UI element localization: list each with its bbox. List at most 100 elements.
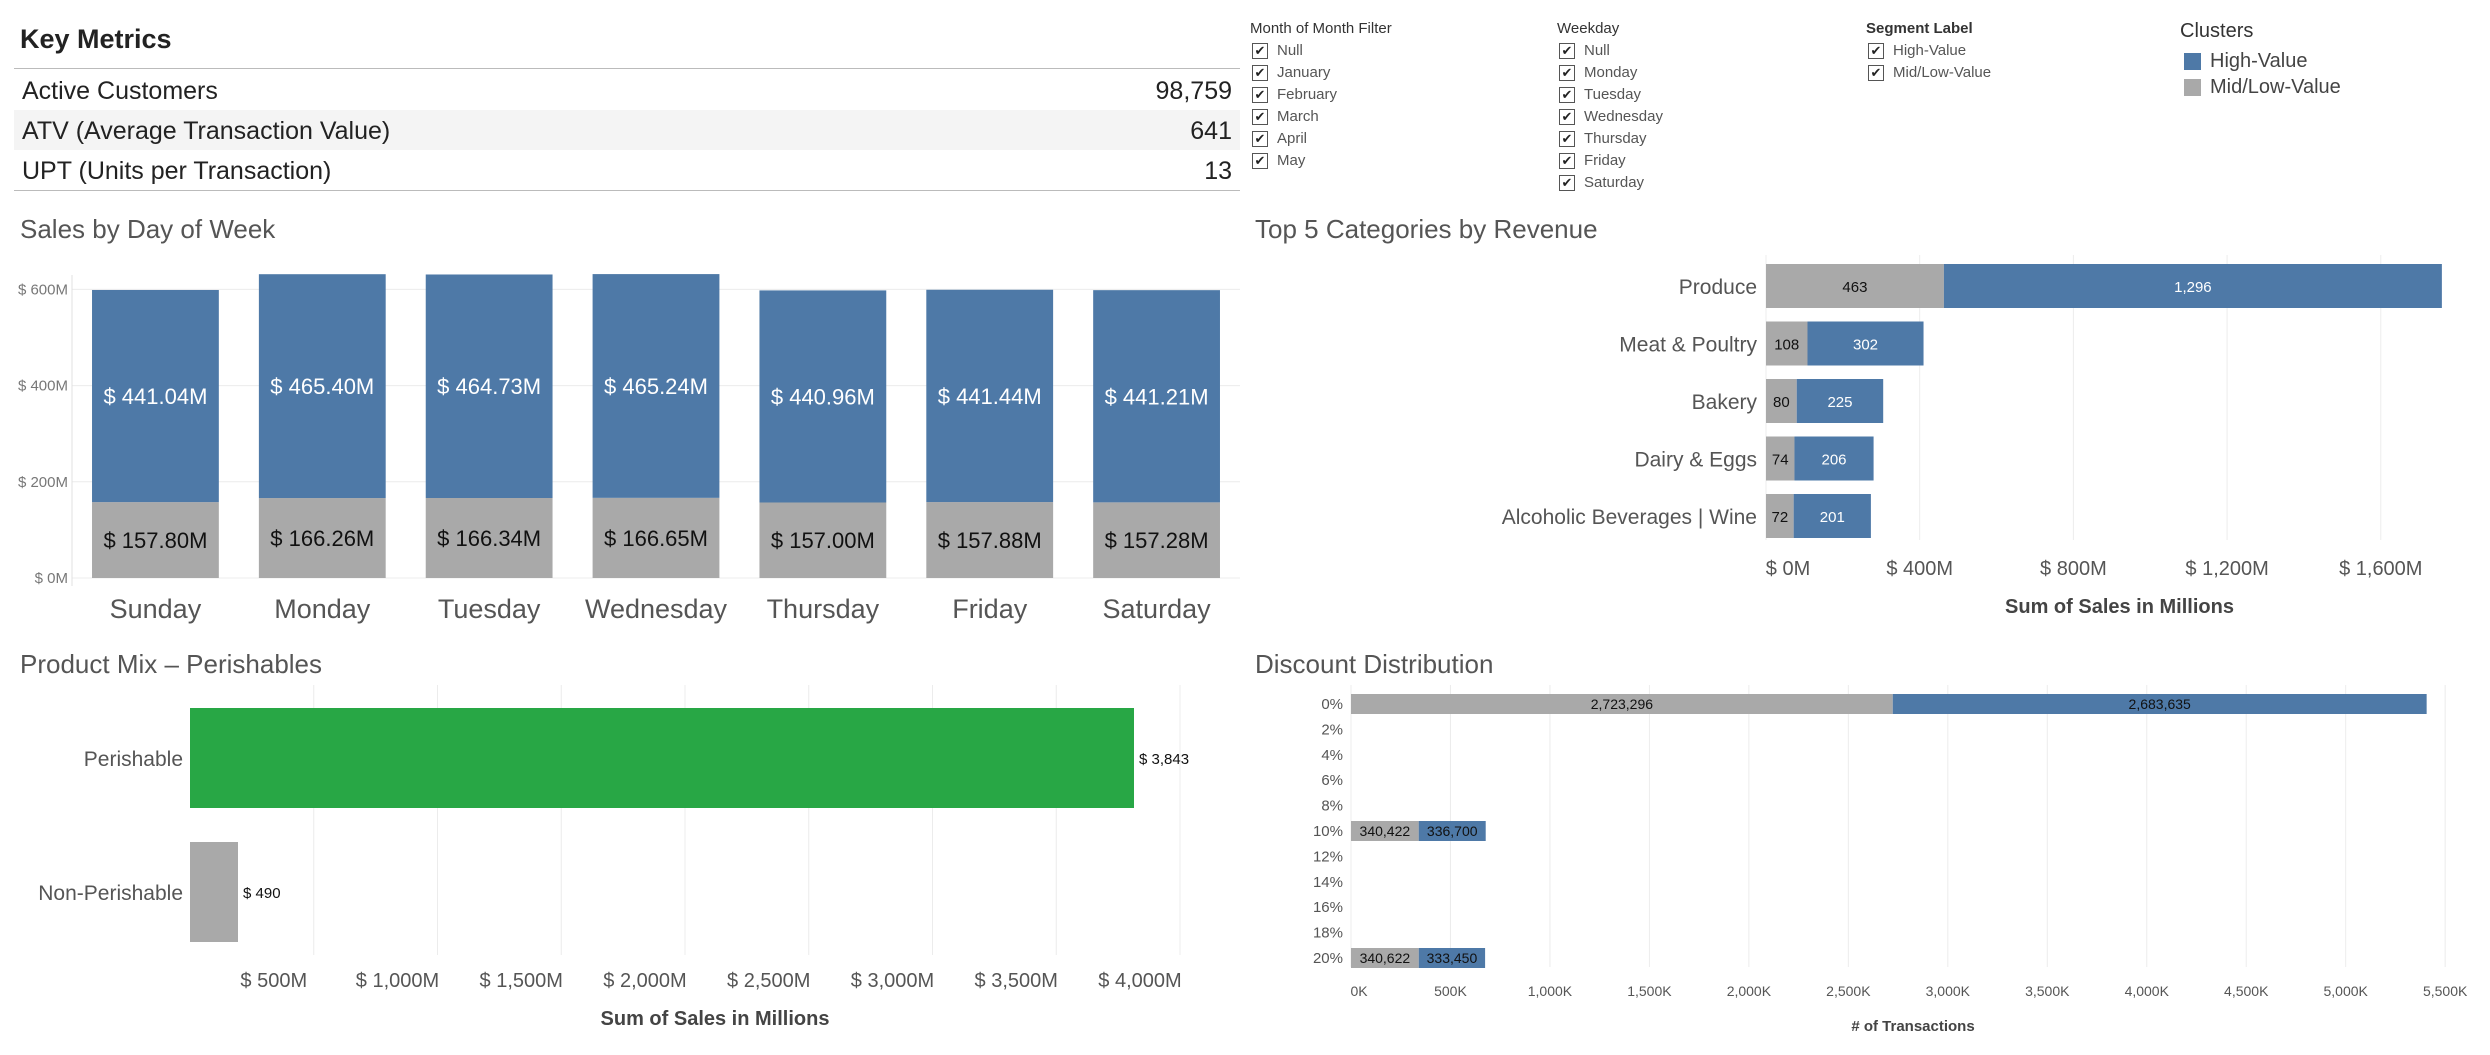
x-tick-label: 2,000K (1727, 983, 1772, 999)
month-filter-title: Month of Month Filter (1250, 20, 1392, 37)
y-category-label: 0% (1321, 696, 1343, 713)
data-label: 463 (1842, 279, 1867, 296)
checkbox[interactable]: ✔ (1252, 131, 1268, 147)
x-category-label: Tuesday (438, 594, 541, 624)
y-category-label: 12% (1313, 848, 1343, 865)
bar-segment-high-value (258, 274, 386, 499)
sales-by-day-title: Sales by Day of Week (20, 214, 276, 244)
data-label: 206 (1821, 452, 1846, 469)
metric-value: 98,759 (1155, 77, 1232, 105)
x-tick-label: 500K (1434, 983, 1467, 999)
x-tick-label: $ 400M (1886, 558, 1953, 580)
data-label: $ 157.80M (103, 528, 207, 553)
checkbox[interactable]: ✔ (1559, 153, 1575, 169)
metric-row-upt: UPT (Units per Transaction) 13 (14, 150, 1240, 190)
checkbox[interactable]: ✔ (1868, 43, 1884, 59)
y-category-label: Non-Perishable (38, 882, 183, 905)
bar-segment-mid-low-value (592, 497, 720, 578)
y-category-label: 16% (1313, 899, 1343, 916)
bar-segment-mid-low-value (1351, 821, 1419, 841)
x-axis-title: Sum of Sales in Millions (2005, 596, 2234, 618)
x-axis-title: Sum of Sales in Millions (601, 1008, 830, 1030)
data-label: $ 464.73M (437, 374, 541, 399)
x-category-label: Friday (952, 594, 1028, 624)
checkbox[interactable]: ✔ (1559, 65, 1575, 81)
divider (14, 68, 1240, 69)
bar-segment-mid-low-value (1351, 694, 1893, 714)
metric-row-atv: ATV (Average Transaction Value) 641 (14, 110, 1240, 150)
y-tick-label: $ 600M (18, 281, 68, 298)
bar-segment-high-value (926, 289, 1054, 503)
data-label: $ 166.34M (437, 526, 541, 551)
y-category-label: 20% (1313, 950, 1343, 967)
y-category-label: Bakery (1692, 391, 1758, 414)
x-tick-label: $ 500M (240, 970, 307, 992)
data-label: $ 441.44M (938, 384, 1042, 409)
checkbox[interactable]: ✔ (1559, 109, 1575, 125)
legend-label: High-Value (2210, 50, 2308, 72)
data-label: 201 (1820, 509, 1845, 526)
x-tick-label: 4,500K (2224, 983, 2269, 999)
checkbox[interactable]: ✔ (1252, 87, 1268, 103)
x-tick-label: 2,500K (1826, 983, 1871, 999)
y-category-label: 18% (1313, 925, 1343, 942)
checkbox[interactable]: ✔ (1559, 43, 1575, 59)
data-label: $ 440.96M (771, 384, 875, 409)
checkbox[interactable]: ✔ (1252, 65, 1268, 81)
checkbox[interactable]: ✔ (1559, 87, 1575, 103)
data-label: $ 166.26M (270, 526, 374, 551)
data-label: 74 (1772, 452, 1789, 469)
x-tick-label: 0K (1350, 983, 1368, 999)
data-label: 80 (1773, 394, 1790, 411)
x-category-label: Sunday (110, 594, 202, 624)
legend-swatch (2184, 79, 2201, 96)
data-label: $ 441.21M (1105, 384, 1209, 409)
y-category-label: Meat & Poultry (1619, 334, 1757, 357)
y-category-label: 10% (1313, 823, 1343, 840)
x-tick-label: 4,000K (2125, 983, 2170, 999)
bar-segment-high-value (92, 289, 219, 503)
product-mix-title: Product Mix – Perishables (20, 649, 323, 679)
x-category-label: Wednesday (585, 594, 728, 624)
bar-segment-high-value (1418, 948, 1486, 968)
bar-segment-mid-low-value (1766, 379, 1797, 423)
bar-segment-mid-low-value (425, 497, 553, 578)
x-tick-label: $ 2,500M (727, 970, 810, 992)
x-tick-label: $ 3,500M (975, 970, 1058, 992)
checkbox[interactable]: ✔ (1252, 153, 1268, 169)
data-label: 2,683,635 (2129, 696, 2191, 712)
data-label: $ 441.04M (103, 384, 207, 409)
divider (14, 190, 1240, 191)
bar-segment-mid-low-value (92, 502, 219, 578)
x-tick-label: 3,000K (1926, 983, 1971, 999)
y-category-label: 8% (1321, 798, 1343, 815)
bar-segment-high-value (759, 290, 887, 503)
bar-segment-mid-low-value (1766, 321, 1808, 366)
y-category-label: Dairy & Eggs (1634, 449, 1757, 472)
y-category-label: Produce (1679, 276, 1757, 299)
checkbox[interactable]: ✔ (1252, 109, 1268, 125)
x-axis-title: # of Transactions (1851, 1018, 1974, 1035)
segment-filter: Segment Label ✔ High-Value ✔ Mid/Low-Value (1866, 20, 1992, 81)
x-tick-label: 5,500K (2423, 983, 2468, 999)
data-label: $ 465.40M (270, 374, 374, 399)
discount-distribution-title: Discount Distribution (1255, 649, 1494, 679)
x-category-label: Thursday (767, 594, 880, 624)
discount-distribution-chart: 0K 500K 1,000K 1,500K 2,000K 2,500K 3,000K 3,50… (1313, 685, 2468, 1035)
checkbox[interactable]: ✔ (1868, 65, 1884, 81)
y-tick-label: $ 0M (35, 570, 68, 587)
metric-value: 641 (1190, 117, 1232, 145)
data-label: $ 157.88M (938, 528, 1042, 553)
bar-segment-mid-low-value (258, 498, 386, 578)
metric-row-active-customers: Active Customers 98,759 (14, 70, 1240, 110)
checkbox[interactable]: ✔ (1559, 131, 1575, 147)
x-tick-label: 1,500K (1627, 983, 1672, 999)
x-tick-label: $ 1,200M (2185, 558, 2268, 580)
x-tick-label: $ 2,000M (603, 970, 686, 992)
bar-segment-mid-low-value (926, 502, 1054, 578)
sales-by-day-chart: $ 0M $ 200M $ 400M $ 600M $ 157.80M $ 441.04M… (18, 274, 1240, 624)
checkbox[interactable]: ✔ (1252, 43, 1268, 59)
metric-label: ATV (Average Transaction Value) (22, 117, 391, 145)
checkbox[interactable]: ✔ (1559, 175, 1575, 191)
bar-segment-mid-low-value (1766, 264, 1944, 308)
